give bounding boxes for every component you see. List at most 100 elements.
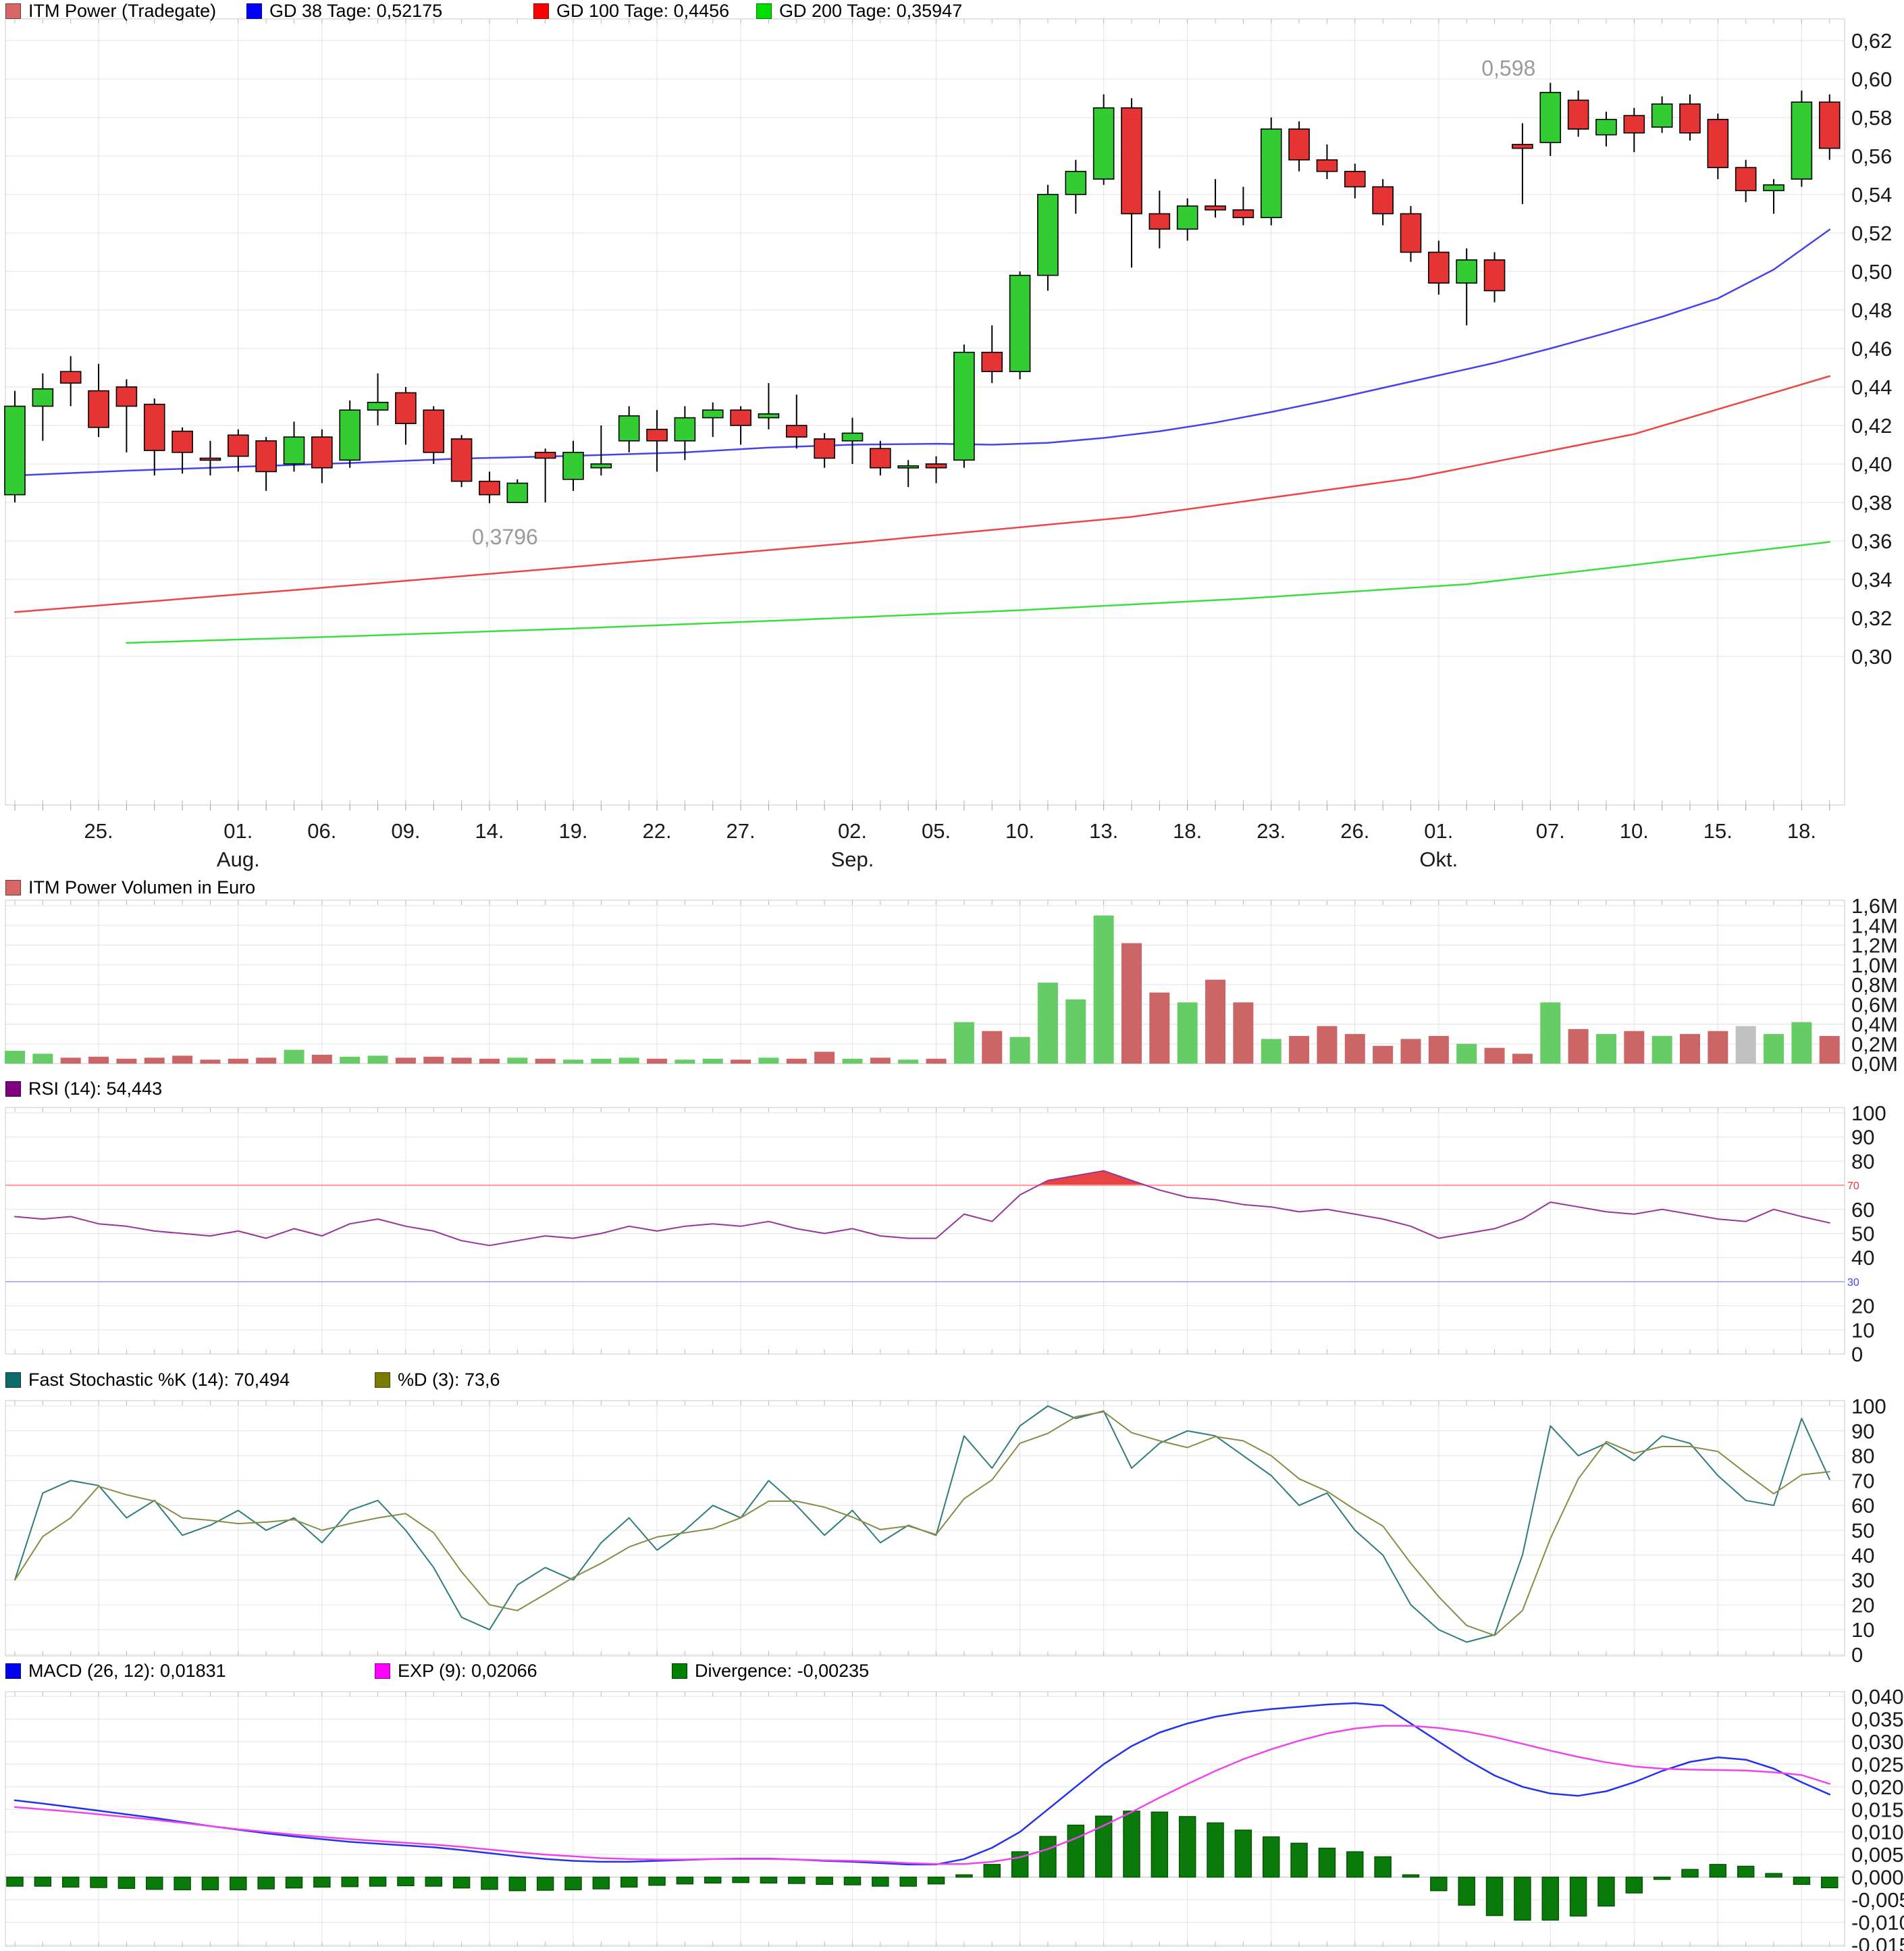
svg-text:10: 10 — [1851, 1318, 1874, 1342]
divergence-bars — [6, 1811, 1839, 1921]
svg-text:10.: 10. — [1620, 819, 1649, 843]
svg-text:1,2M: 1,2M — [1851, 934, 1898, 958]
svg-text:0: 0 — [1851, 1343, 1863, 1366]
svg-text:19.: 19. — [558, 819, 587, 843]
stoch-d-swatch — [375, 1372, 390, 1388]
svg-text:0,50: 0,50 — [1851, 260, 1892, 284]
svg-text:100: 100 — [1851, 1395, 1886, 1418]
svg-text:0,58: 0,58 — [1851, 106, 1892, 130]
svg-text:02.: 02. — [838, 819, 867, 843]
svg-text:0,010: 0,010 — [1851, 1821, 1904, 1844]
svg-text:Sep.: Sep. — [831, 848, 874, 871]
svg-text:15.: 15. — [1703, 819, 1733, 843]
svg-text:0: 0 — [1851, 1643, 1863, 1667]
legend-item-stoch-k: Fast Stochastic %K (14): 70,494 — [5, 1370, 290, 1390]
svg-text:1,4M: 1,4M — [1851, 914, 1898, 937]
macd-panel-y-axis-labels: 0,0400,0350,0300,0250,0200,0150,0100,005… — [1851, 1685, 1904, 1951]
svg-text:14.: 14. — [475, 819, 504, 843]
svg-text:13.: 13. — [1089, 819, 1118, 843]
price-legend-row: ITM Power (Tradegate) GD 38 Tage: 0,5217… — [0, 1, 1904, 21]
svg-text:50: 50 — [1851, 1519, 1874, 1542]
svg-text:01.: 01. — [223, 819, 253, 843]
svg-text:70: 70 — [1847, 1180, 1859, 1192]
moving-average-lines — [14, 228, 1831, 644]
legend-item-instrument: ITM Power (Tradegate) — [5, 1, 216, 21]
svg-text:0,32: 0,32 — [1851, 606, 1892, 630]
svg-text:40: 40 — [1851, 1246, 1874, 1270]
svg-text:Okt.: Okt. — [1419, 848, 1458, 871]
svg-text:0,40: 0,40 — [1851, 452, 1892, 476]
svg-text:10.: 10. — [1005, 819, 1034, 843]
svg-text:20: 20 — [1851, 1295, 1874, 1318]
rsi-swatch — [5, 1081, 21, 1097]
svg-text:22.: 22. — [642, 819, 671, 843]
legend-item-gd38: GD 38 Tage: 0,52175 — [246, 1, 442, 21]
gd100-label: GD 100 Tage: 0,4456 — [556, 0, 730, 21]
svg-text:0,48: 0,48 — [1851, 298, 1892, 322]
stoch-k-label: Fast Stochastic %K (14): 70,494 — [28, 1369, 290, 1390]
svg-text:0,2M: 0,2M — [1851, 1033, 1898, 1056]
svg-text:0,0M: 0,0M — [1851, 1052, 1898, 1076]
legend-item-rsi: RSI (14): 54,443 — [5, 1078, 162, 1099]
svg-text:60: 60 — [1851, 1198, 1874, 1222]
rsi-legend-row: RSI (14): 54,443 — [0, 1078, 1904, 1099]
legend-item-macd: MACD (26, 12): 0,01831 — [5, 1661, 226, 1681]
svg-text:0,025: 0,025 — [1851, 1752, 1904, 1776]
exp-label: EXP (9): 0,02066 — [398, 1660, 537, 1681]
svg-text:0,598: 0,598 — [1481, 56, 1535, 80]
svg-text:0,30: 0,30 — [1851, 645, 1892, 669]
svg-text:80: 80 — [1851, 1445, 1874, 1468]
svg-text:18.: 18. — [1787, 819, 1816, 843]
stoch-legend-row: Fast Stochastic %K (14): 70,494 %D (3): … — [0, 1370, 1904, 1390]
macd-label: MACD (26, 12): 0,01831 — [28, 1660, 226, 1681]
price-panel-grid — [5, 18, 1845, 806]
svg-text:0,34: 0,34 — [1851, 568, 1892, 592]
price-panel-y-axis-labels: 0,62 0,60 0,58 0,56 0,54 0,52 0,50 0,48 0,46 0,44… — [1851, 29, 1892, 669]
legend-item-gd100: GD 100 Tage: 0,4456 — [533, 1, 729, 21]
rsi-label: RSI (14): 54,443 — [28, 1078, 163, 1099]
svg-text:100: 100 — [1851, 1101, 1886, 1125]
legend-item-exp: EXP (9): 0,02066 — [375, 1661, 537, 1681]
svg-text:0,52: 0,52 — [1851, 222, 1892, 245]
svg-text:60: 60 — [1851, 1494, 1874, 1517]
instrument-swatch — [5, 3, 21, 19]
legend-item-gd200: GD 200 Tage: 0,35947 — [756, 1, 962, 21]
svg-text:0,040: 0,040 — [1851, 1685, 1904, 1709]
svg-text:0,36: 0,36 — [1851, 529, 1892, 553]
svg-text:0,3796: 0,3796 — [472, 525, 538, 549]
legend-item-volume: ITM Power Volumen in Euro — [5, 877, 255, 898]
svg-text:0,030: 0,030 — [1851, 1730, 1904, 1754]
stoch-k-swatch — [5, 1372, 21, 1388]
svg-text:06.: 06. — [307, 819, 336, 843]
svg-text:90: 90 — [1851, 1126, 1874, 1149]
svg-text:09.: 09. — [391, 819, 420, 843]
rsi-series: 70 30 — [5, 1170, 1859, 1289]
rsi-panel-grid — [5, 1107, 1845, 1355]
gd38-label: GD 38 Tage: 0,52175 — [269, 0, 443, 21]
stoch-d-label: %D (3): 73,6 — [398, 1369, 500, 1390]
divergence-swatch — [672, 1663, 687, 1679]
svg-text:0,035: 0,035 — [1851, 1707, 1904, 1731]
svg-text:1,0M: 1,0M — [1851, 954, 1898, 977]
svg-text:01.: 01. — [1424, 819, 1453, 843]
svg-text:26.: 26. — [1340, 819, 1369, 843]
svg-text:27.: 27. — [726, 819, 756, 843]
svg-text:80: 80 — [1851, 1149, 1874, 1173]
macd-swatch — [5, 1663, 21, 1679]
svg-text:10: 10 — [1851, 1618, 1874, 1642]
gd38-swatch — [246, 3, 262, 19]
svg-text:30: 30 — [1847, 1277, 1859, 1289]
svg-text:0,38: 0,38 — [1851, 491, 1892, 515]
svg-text:-0,015: -0,015 — [1851, 1933, 1904, 1951]
price-annotations: 0,598 0,3796 — [472, 56, 1535, 549]
volume-bars — [5, 915, 1840, 1064]
svg-text:23.: 23. — [1257, 819, 1286, 843]
instrument-label: ITM Power (Tradegate) — [28, 0, 217, 21]
svg-text:18.: 18. — [1173, 819, 1202, 843]
volume-legend-row: ITM Power Volumen in Euro — [0, 877, 1904, 898]
macd-panel-grid — [5, 1691, 1845, 1947]
svg-text:0,44: 0,44 — [1851, 375, 1892, 399]
svg-text:-0,005: -0,005 — [1851, 1888, 1904, 1912]
stoch-panel-grid — [5, 1400, 1845, 1657]
